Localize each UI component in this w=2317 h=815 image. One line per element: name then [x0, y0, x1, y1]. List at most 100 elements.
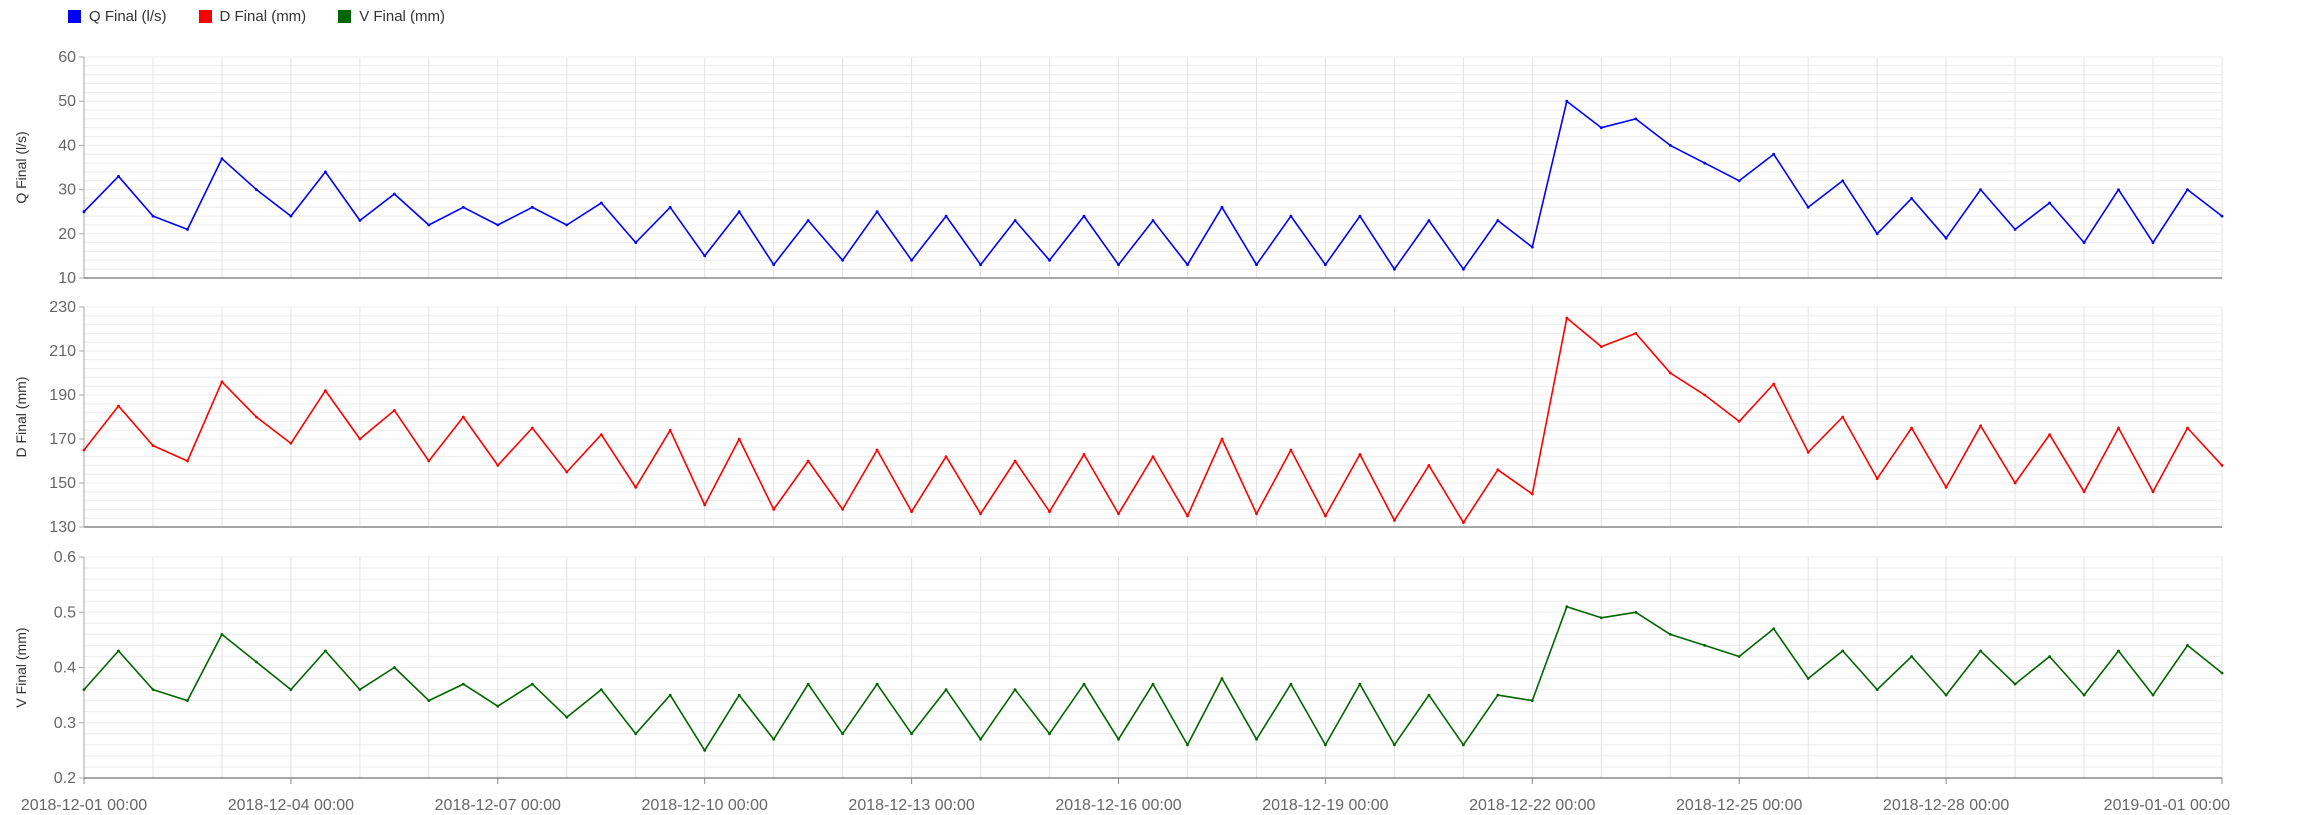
data-point-q: [1013, 219, 1017, 222]
data-point-v: [1910, 655, 1913, 658]
data-point-q: [117, 174, 120, 178]
data-point-q: [1530, 245, 1534, 249]
y-axis-label-d: D Final (mm): [13, 377, 29, 458]
data-point-v: [186, 699, 189, 702]
data-point-d: [668, 428, 672, 432]
data-point-d: [1496, 468, 1500, 472]
data-point-d: [2013, 481, 2017, 485]
data-point-v: [1772, 627, 1776, 631]
data-point-q: [1324, 263, 1327, 267]
data-point-v: [82, 688, 86, 691]
data-point-q: [2013, 228, 2017, 231]
data-point-v: [117, 649, 120, 653]
data-point-d: [1599, 345, 1603, 348]
data-point-d: [117, 404, 120, 408]
data-point-d: [2220, 464, 2224, 467]
data-point-q: [220, 157, 224, 161]
data-point-q: [1496, 219, 1500, 222]
data-point-d: [1565, 316, 1569, 320]
x-tick-label: 2018-12-28 00:00: [1883, 797, 2009, 814]
data-point-d: [530, 426, 534, 430]
chart-legend: Q Final (l/s) D Final (mm) V Final (mm): [0, 0, 445, 32]
data-point-d: [944, 455, 948, 458]
data-point-d: [1703, 393, 1707, 397]
data-point-d: [634, 486, 638, 489]
data-point-v: [1393, 743, 1396, 747]
data-point-q: [2151, 241, 2155, 245]
y-tick-label-v: 0.3: [54, 715, 76, 732]
data-point-q: [2186, 188, 2189, 192]
data-point-v: [1013, 688, 1017, 691]
y-tick-label-v: 0.2: [54, 770, 76, 787]
data-point-d: [1393, 519, 1396, 522]
x-tick-label: 2018-12-07 00:00: [435, 797, 561, 814]
data-point-d: [1324, 514, 1327, 518]
y-tick-label-q: 30: [58, 182, 76, 199]
data-point-v: [358, 688, 362, 691]
legend-item-q[interactable]: Q Final (l/s): [68, 8, 167, 25]
data-point-q: [1117, 263, 1120, 267]
y-tick-label-q: 20: [58, 226, 76, 243]
data-point-q: [703, 254, 707, 258]
data-point-q: [806, 219, 810, 222]
data-point-d: [496, 464, 500, 467]
data-point-d: [1186, 514, 1189, 518]
data-point-v: [1082, 682, 1086, 686]
data-point-q: [427, 223, 431, 227]
data-point-v: [772, 737, 776, 741]
data-point-v: [806, 682, 810, 686]
data-point-v: [461, 682, 465, 686]
data-point-v: [1979, 649, 1982, 653]
y-axis-label-v: V Final (mm): [13, 627, 29, 707]
legend-item-v[interactable]: V Final (mm): [338, 8, 445, 25]
data-point-q: [1806, 205, 1810, 209]
data-point-d: [1013, 459, 1017, 463]
data-point-q: [1910, 197, 1913, 200]
data-point-v: [2117, 649, 2120, 653]
data-point-v: [1875, 688, 1879, 691]
data-point-q: [1427, 219, 1431, 222]
data-point-v: [220, 633, 224, 636]
data-point-v: [634, 732, 638, 736]
x-tick-label: 2018-12-25 00:00: [1676, 797, 1802, 814]
data-point-v: [1634, 610, 1638, 614]
data-point-q: [2117, 188, 2120, 192]
data-point-v: [1289, 682, 1293, 686]
data-point-v: [1220, 677, 1224, 680]
data-point-v: [1841, 649, 1845, 653]
data-point-v: [1151, 682, 1155, 686]
data-point-v: [1427, 693, 1431, 697]
data-point-v: [1530, 699, 1534, 702]
y-tick-label-q: 10: [58, 270, 76, 287]
data-point-v: [1324, 743, 1327, 747]
data-point-q: [1703, 161, 1707, 165]
data-point-q: [82, 210, 86, 214]
data-point-d: [220, 380, 224, 384]
data-point-d: [1117, 512, 1120, 516]
data-point-q: [565, 223, 569, 227]
data-point-v: [393, 666, 396, 669]
data-point-v: [2220, 671, 2224, 675]
data-point-q: [1634, 117, 1638, 121]
data-point-d: [358, 437, 362, 441]
data-point-d: [1151, 455, 1155, 458]
data-point-q: [1082, 214, 1086, 218]
data-point-v: [668, 693, 672, 697]
data-point-q: [599, 201, 603, 205]
data-point-v: [979, 737, 982, 741]
legend-item-d[interactable]: D Final (mm): [198, 8, 306, 25]
data-point-q: [530, 205, 534, 209]
data-point-d: [1944, 486, 1948, 489]
data-point-q: [1841, 179, 1845, 183]
data-point-q: [910, 258, 913, 262]
data-point-q: [1048, 258, 1051, 262]
data-point-v: [1565, 605, 1569, 609]
data-point-d: [2186, 426, 2189, 430]
data-point-d: [806, 459, 810, 463]
data-point-d: [703, 503, 707, 507]
data-point-v: [1496, 693, 1500, 697]
x-tick-label: 2019-01-01 00:00: [2104, 797, 2230, 814]
y-tick-label-d: 150: [49, 475, 76, 492]
data-point-v: [565, 715, 569, 719]
data-point-q: [841, 258, 844, 262]
